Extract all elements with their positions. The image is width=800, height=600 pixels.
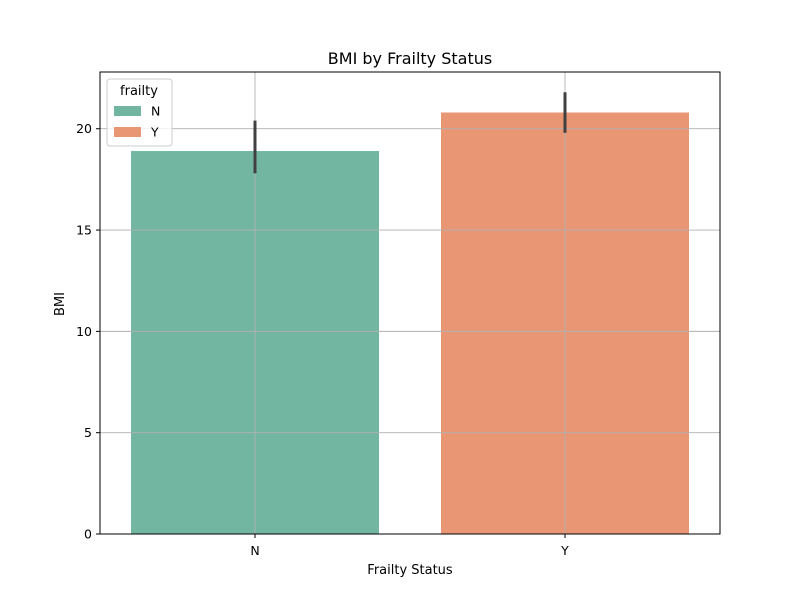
x-axis-label: Frailty Status bbox=[367, 563, 453, 578]
y-tick-label: 20 bbox=[76, 121, 92, 136]
axes-frame bbox=[99, 71, 721, 535]
y-tick-label: 15 bbox=[76, 223, 92, 238]
y-tick-label: 5 bbox=[84, 425, 92, 440]
legend-swatch-y bbox=[114, 127, 141, 137]
y-axis-label: BMI bbox=[53, 292, 68, 316]
legend-label-y: Y bbox=[150, 125, 159, 140]
legend-title: frailty bbox=[120, 84, 158, 99]
chart-title: BMI by Frailty Status bbox=[328, 49, 492, 68]
y-tick-label: 0 bbox=[84, 527, 92, 542]
legend: frailty NY bbox=[106, 78, 173, 147]
y-tick-label: 10 bbox=[76, 324, 92, 339]
x-tick-label: Y bbox=[560, 543, 569, 558]
x-tick-label: N bbox=[250, 543, 259, 558]
legend-label-n: N bbox=[151, 104, 160, 119]
legend-swatch-n bbox=[114, 106, 141, 116]
